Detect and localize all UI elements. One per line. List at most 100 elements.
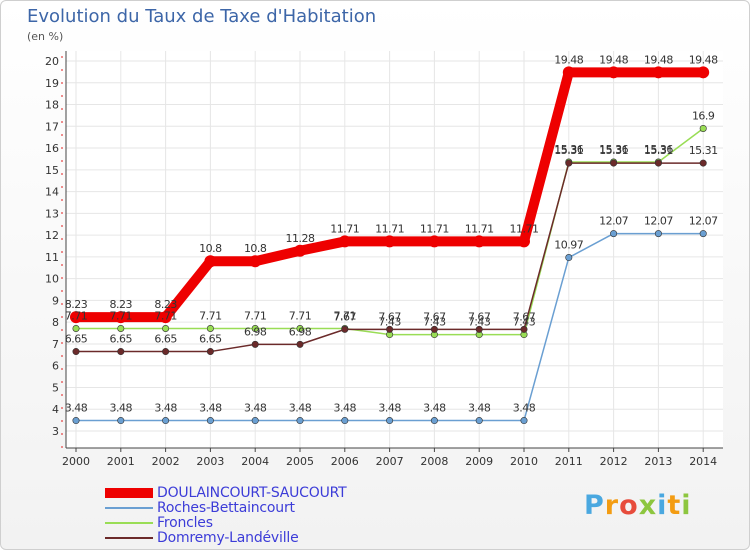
legend-item: DOULAINCOURT-SAUCOURT: [105, 485, 505, 501]
y-tick-label: 5: [52, 381, 59, 394]
x-tick-label: 2012: [600, 455, 628, 468]
x-tick-label: 2004: [241, 455, 269, 468]
logo-letter: i: [681, 490, 692, 521]
data-label: 3.48: [110, 402, 133, 415]
data-label: 15.36: [599, 143, 628, 156]
data-point: [251, 340, 259, 348]
data-label: 6.65: [154, 333, 177, 346]
data-label: 19.48: [599, 53, 628, 66]
legend-item: Domremy-Landéville: [105, 530, 505, 546]
data-label: 10.97: [554, 239, 583, 252]
data-label: 7.43: [513, 316, 536, 329]
y-tick-label: 7: [52, 338, 59, 351]
y-tick-label: 13: [45, 207, 59, 220]
x-tick-label: 2011: [555, 455, 583, 468]
data-label: 15.31: [554, 144, 583, 157]
data-point: [607, 66, 620, 79]
data-point: [699, 230, 707, 238]
data-point: [204, 255, 217, 268]
data-point: [251, 417, 259, 425]
data-label: 11.28: [286, 232, 315, 245]
data-point: [338, 235, 351, 248]
x-tick-label: 2006: [331, 455, 359, 468]
data-label: 7.71: [244, 309, 267, 322]
data-point: [386, 417, 394, 425]
data-point: [518, 235, 530, 248]
y-tick-label: 17: [45, 120, 59, 133]
data-point: [562, 66, 575, 79]
logo-letter: r: [604, 490, 620, 521]
legend-swatch: [105, 522, 153, 524]
chart-subtitle: (en %): [27, 30, 64, 43]
logo-letter: i: [657, 490, 668, 521]
data-label: 3.48: [423, 402, 446, 415]
data-point: [70, 311, 82, 324]
data-label: 7.71: [110, 309, 133, 322]
data-label: 15.36: [644, 143, 673, 156]
data-label: 6.98: [244, 325, 267, 338]
y-tick-label: 20: [45, 55, 59, 68]
y-tick-label: 15: [45, 164, 59, 177]
data-label: 11.71: [330, 222, 359, 235]
data-label: 8.23: [110, 298, 133, 311]
legend-swatch: [105, 537, 153, 539]
y-tick-label: 16: [45, 142, 59, 155]
data-point: [697, 66, 710, 79]
proxiti-logo: Proxiti: [584, 490, 692, 521]
plot-area: [66, 51, 723, 448]
data-point: [699, 124, 707, 132]
data-point: [520, 325, 528, 333]
data-point: [430, 417, 438, 425]
data-label: 15.31: [689, 144, 718, 157]
legend-label: DOULAINCOURT-SAUCOURT: [157, 485, 347, 501]
data-label: 8.23: [154, 298, 177, 311]
data-label: 7.43: [378, 316, 401, 329]
data-point: [162, 417, 170, 425]
data-label: 12.07: [599, 215, 628, 228]
data-point: [117, 324, 125, 332]
data-point: [565, 254, 573, 262]
legend-swatch: [105, 507, 153, 509]
legend-label: Roches-Bettaincourt: [157, 500, 295, 516]
data-point: [72, 417, 80, 425]
data-label: 11.71: [510, 222, 539, 235]
data-point: [296, 324, 304, 332]
data-point: [520, 417, 528, 425]
data-point: [428, 235, 441, 248]
data-label: 19.48: [554, 53, 583, 66]
data-point: [296, 417, 304, 425]
data-label: 3.48: [513, 402, 536, 415]
logo-letter: o: [619, 490, 639, 521]
data-point: [610, 159, 618, 167]
y-tick-label: 10: [45, 273, 59, 286]
x-tick-label: 2010: [510, 455, 538, 468]
data-point: [565, 159, 573, 167]
data-label: 7.67: [423, 310, 446, 323]
data-point: [386, 325, 394, 333]
data-point: [249, 255, 262, 268]
logo-letter: t: [667, 490, 682, 521]
y-tick-label: 3: [52, 425, 59, 438]
data-point: [430, 325, 438, 333]
data-point: [341, 417, 349, 425]
data-label: 7.71: [289, 309, 312, 322]
data-label: 7.71: [199, 309, 222, 322]
data-label: 15.31: [644, 144, 673, 157]
y-tick-label: 4: [52, 403, 59, 416]
x-tick-label: 2003: [196, 455, 224, 468]
data-label: 6.65: [110, 333, 133, 346]
data-label: 3.48: [468, 402, 491, 415]
data-label: 7.67: [513, 310, 536, 323]
x-tick-label: 2008: [420, 455, 448, 468]
x-tick-label: 2001: [107, 455, 135, 468]
legend: DOULAINCOURT-SAUCOURT Roches-Bettaincourt…: [105, 485, 505, 546]
data-point: [341, 325, 349, 333]
y-tick-label: 14: [45, 186, 59, 199]
data-point: [654, 230, 662, 238]
data-point: [294, 244, 306, 257]
logo-letter: P: [584, 490, 605, 521]
data-point: [114, 311, 127, 324]
data-label: 7.71: [334, 309, 357, 322]
